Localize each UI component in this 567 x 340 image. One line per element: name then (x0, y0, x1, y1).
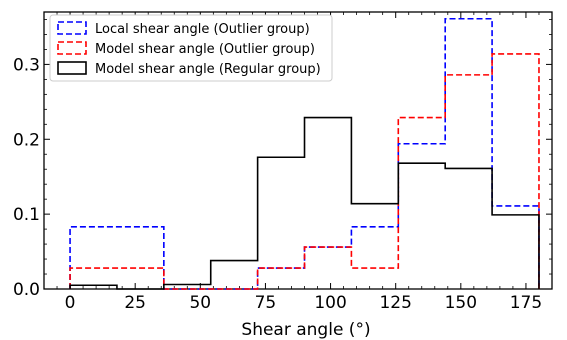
y-tick-label: 0.2 (13, 130, 40, 150)
legend: Local shear angle (Outlier group) Model … (49, 14, 333, 82)
histogram-series-1 (69, 53, 540, 290)
histogram-series-0 (69, 17, 540, 290)
y-tick-label: 0.1 (13, 205, 40, 225)
legend-label: Local shear angle (Outlier group) (95, 22, 310, 37)
x-tick-label: 100 (314, 293, 346, 313)
legend-swatch-local-outlier (57, 21, 87, 35)
legend-label: Model shear angle (Regular group) (95, 62, 321, 77)
x-tick-label: 0 (65, 293, 76, 313)
legend-swatch-model-regular (57, 61, 87, 75)
x-axis-label: Shear angle (°) (241, 320, 370, 340)
x-tick-label: 50 (189, 293, 211, 313)
plot-frame (43, 11, 553, 290)
x-tick-label: 150 (445, 293, 477, 313)
x-tick-label: 125 (379, 293, 411, 313)
series-lines (69, 17, 540, 290)
x-tick-label: 175 (510, 293, 542, 313)
legend-frame (49, 14, 333, 82)
x-tick-label: 25 (124, 293, 146, 313)
legend-label: Model shear angle (Outlier group) (95, 42, 315, 57)
histogram-series-2 (69, 116, 540, 290)
x-tick-label: 75 (255, 293, 277, 313)
axes-frame (43, 11, 553, 290)
y-tick-label: 0.3 (13, 55, 40, 75)
y-tick-label: 0.0 (13, 280, 40, 300)
legend-swatch-model-outlier (57, 41, 87, 55)
